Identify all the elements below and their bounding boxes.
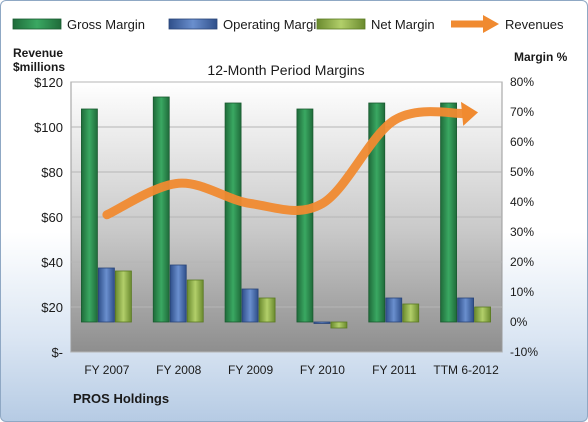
bar-operating-margin [98, 267, 115, 323]
bar-net-margin [330, 321, 348, 329]
right-tick-label: -10% [510, 345, 538, 359]
right-tick-label: 70% [510, 105, 534, 119]
bar-operating-margin [241, 288, 259, 323]
bar-net-margin [115, 270, 132, 323]
chart-title: 12-Month Period Margins [207, 62, 364, 78]
x-tick-label: FY 2010 [300, 363, 345, 377]
revenue-line [102, 101, 479, 220]
gridlines [71, 81, 502, 353]
legend-swatch-operating-margin [168, 18, 218, 30]
left-tick-label: $40 [41, 255, 63, 270]
bar-net-margin [402, 303, 420, 323]
legend-label-gross-margin: Gross Margin [67, 17, 145, 32]
x-axis-ticks: FY 2007 FY 2008 FY 2009 FY 2010 FY 2011 TTM 6… [84, 363, 499, 377]
legend-label-revenues: Revenues [505, 17, 564, 32]
left-tick-label: $100 [34, 120, 63, 135]
right-tick-label: 10% [510, 285, 534, 299]
left-tick-label: $20 [41, 300, 63, 315]
bar-operating-margin [385, 297, 403, 323]
bar-gross-margin [296, 108, 314, 323]
bar-net-margin [258, 297, 276, 323]
right-axis-ticks: -10% 0% 10% 20% 30% 40% 50% 60% 70% 80% [510, 75, 538, 359]
left-axis-label-line1: Revenue [13, 46, 63, 60]
bar-operating-margin [313, 321, 331, 324]
bar-gross-margin [368, 102, 386, 323]
bar-net-margin [186, 279, 204, 323]
x-tick-label: TTM 6-2012 [433, 363, 499, 377]
legend-swatch-gross-margin [12, 18, 62, 30]
left-tick-label: $- [51, 345, 63, 360]
right-axis-label: Margin % [514, 50, 568, 64]
bar-gross-margin [152, 96, 170, 323]
bar-gross-margin [81, 108, 98, 323]
left-tick-label: $80 [41, 165, 63, 180]
bar-operating-margin [169, 264, 187, 323]
bar-operating-margin [457, 297, 474, 323]
legend: Gross Margin Operating Margin Net Margin Re… [12, 15, 564, 33]
right-tick-label: 0% [510, 315, 528, 329]
legend-label-net-margin: Net Margin [371, 17, 435, 32]
right-tick-label: 20% [510, 255, 534, 269]
company-name: PROS Holdings [73, 391, 169, 406]
bar-gross-margin [224, 102, 242, 323]
revenue-line-path [102, 107, 471, 220]
x-tick-label: FY 2007 [84, 363, 129, 377]
legend-label-operating-margin: Operating Margin [223, 17, 323, 32]
x-tick-label: FY 2009 [228, 363, 273, 377]
left-tick-label: $120 [34, 75, 63, 90]
legend-arrow-revenues [483, 15, 499, 33]
bar-net-margin [474, 306, 491, 323]
x-tick-label: FY 2011 [372, 363, 417, 377]
left-axis-label-line2: $millions [13, 60, 65, 74]
right-tick-label: 80% [510, 75, 534, 89]
right-tick-label: 60% [510, 135, 534, 149]
left-axis-ticks: $- $20 $40 $60 $80 $100 $120 [34, 75, 63, 360]
left-tick-label: $60 [41, 210, 63, 225]
right-tick-label: 40% [510, 195, 534, 209]
x-tick-label: FY 2008 [156, 363, 201, 377]
bar-gross-margin [440, 102, 457, 323]
revenue-arrow-head [460, 101, 479, 126]
legend-swatch-net-margin [316, 18, 366, 30]
bars [81, 96, 491, 329]
right-tick-label: 50% [510, 165, 534, 179]
right-tick-label: 30% [510, 225, 534, 239]
